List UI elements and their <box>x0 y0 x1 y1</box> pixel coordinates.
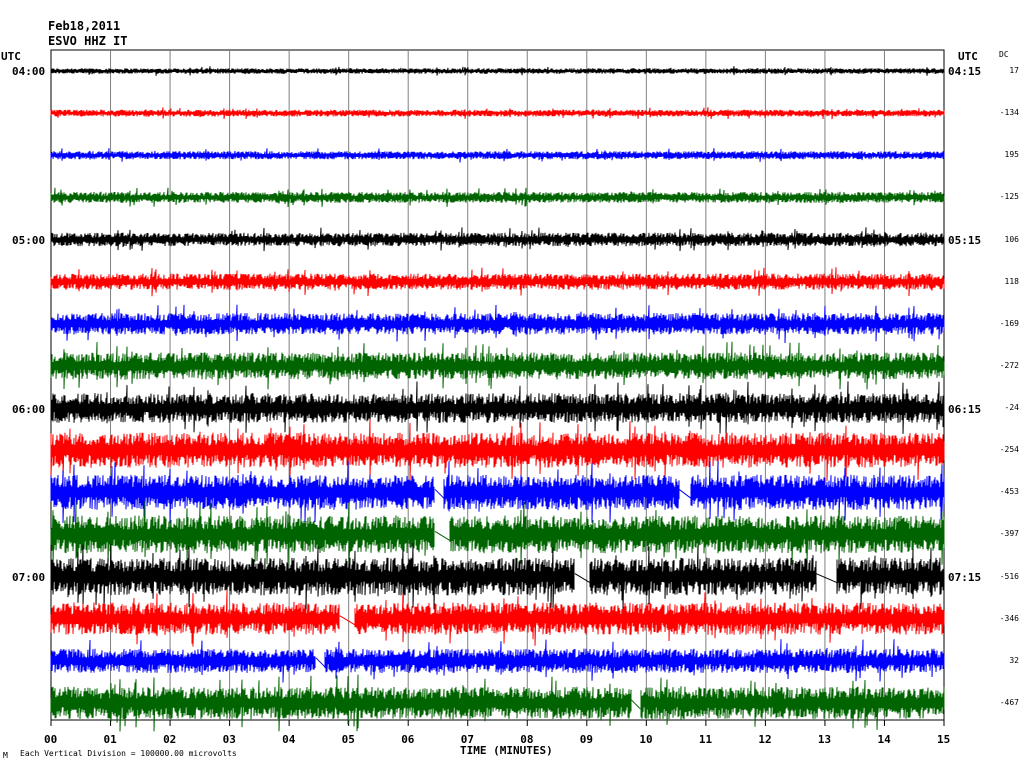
seismic-trace <box>50 66 945 76</box>
x-tick-label: 11 <box>698 733 713 746</box>
seismic-trace <box>50 304 945 344</box>
seismic-trace <box>50 500 945 569</box>
x-tick-label: 13 <box>817 733 832 746</box>
dc-value: -516 <box>999 571 1019 581</box>
dc-value: -125 <box>999 192 1019 202</box>
seismic-trace <box>50 589 945 647</box>
right-time-label: 07:15 <box>948 571 982 584</box>
dc-value: 106 <box>1004 234 1019 244</box>
x-tick-label: 10 <box>639 733 653 746</box>
dc-value: -24 <box>1004 403 1019 413</box>
x-tick-label: 02 <box>163 733 177 746</box>
dc-value: 118 <box>1004 276 1019 286</box>
x-tick-label: 14 <box>877 733 891 746</box>
right-time-label: 06:15 <box>948 403 982 416</box>
x-tick-label: 03 <box>222 733 236 746</box>
dc-value: -134 <box>999 108 1019 118</box>
dc-value: 32 <box>1009 655 1019 665</box>
left-time-label: 07:00 <box>12 571 46 584</box>
seismic-trace <box>50 267 945 297</box>
trace-group <box>50 66 945 732</box>
seismic-trace <box>50 381 945 434</box>
x-tick-label: 05 <box>341 733 355 746</box>
date-label: Feb18,2011 <box>48 19 121 33</box>
trace-gap-connector <box>574 573 591 583</box>
x-tick-label: 15 <box>937 733 951 746</box>
right-time-label: 05:15 <box>948 234 982 247</box>
dc-label: DC <box>999 50 1009 59</box>
x-tick-label: 09 <box>579 733 594 746</box>
dc-value: -453 <box>999 487 1019 497</box>
seismic-trace <box>50 542 945 611</box>
x-tick-label: 06 <box>401 733 415 746</box>
utc-right-label: UTC <box>958 50 978 63</box>
x-tick-label: 07 <box>460 733 474 746</box>
seismic-trace <box>50 418 945 482</box>
trace-gap-connector <box>339 615 355 626</box>
x-tick-label: 08 <box>520 733 534 746</box>
dc-value: -397 <box>999 529 1019 539</box>
x-tick-label: 12 <box>758 733 772 746</box>
plot-frame <box>50 49 945 721</box>
seismic-trace <box>50 460 945 524</box>
x-tick-label: 04 <box>282 733 296 746</box>
x-tick-label: 00 <box>44 733 58 746</box>
trace-gap-connector <box>815 573 838 584</box>
x-tick-label: 01 <box>103 733 117 746</box>
station-label: ESVO HHZ IT <box>48 34 128 48</box>
left-time-label: 05:00 <box>12 234 46 247</box>
seismic-trace <box>50 227 945 252</box>
right-time-label: 04:15 <box>948 65 982 78</box>
trace-gap-connector <box>631 699 641 710</box>
footnote-mark: M <box>3 751 8 760</box>
dc-value: -169 <box>999 318 1019 328</box>
trace-gap-connector <box>678 488 692 499</box>
left-time-label: 04:00 <box>12 65 46 78</box>
dc-value: 17 <box>1009 66 1019 75</box>
seismic-trace <box>50 148 945 163</box>
dc-value: -272 <box>999 360 1019 370</box>
trace-gap-connector <box>434 531 451 541</box>
dc-value: -254 <box>999 445 1019 455</box>
x-axis-title: TIME (MINUTES) <box>460 744 553 757</box>
dc-value: -467 <box>999 697 1019 707</box>
seismic-trace <box>50 341 945 390</box>
trace-gap-connector <box>434 488 445 499</box>
trace-gap-connector <box>315 657 326 668</box>
seismic-trace <box>50 639 945 683</box>
dc-value: -346 <box>999 613 1019 623</box>
seismic-trace <box>50 187 945 207</box>
seismic-trace <box>50 107 945 120</box>
footnote: Each Vertical Division = 100000.00 micro… <box>20 749 237 758</box>
utc-left-label: UTC <box>1 50 21 63</box>
left-time-label: 06:00 <box>12 403 46 416</box>
dc-value: 195 <box>1004 150 1019 160</box>
seismic-trace <box>50 674 945 732</box>
